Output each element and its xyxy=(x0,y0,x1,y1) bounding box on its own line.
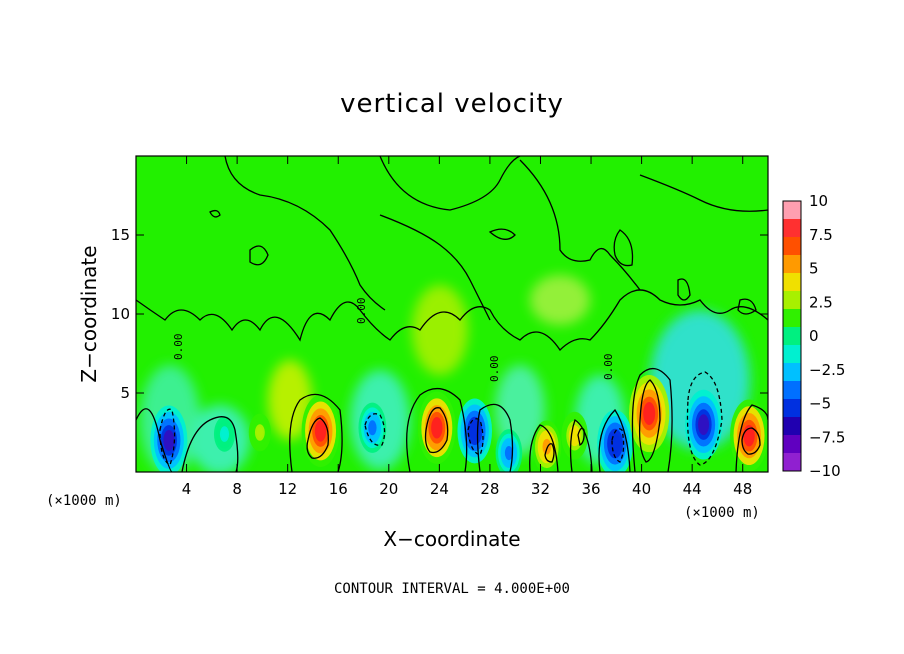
chart-title: vertical velocity xyxy=(340,89,564,119)
x-tick-label: 24 xyxy=(430,480,449,498)
contour-lines xyxy=(136,156,768,472)
velocity-cell xyxy=(685,389,723,460)
colorbar-label: −10 xyxy=(809,462,841,480)
colorbar-label: 7.5 xyxy=(809,226,833,244)
x-axis-ticks: 4 8 12 16 20 24 28 32 36 40 44 48 xyxy=(182,156,752,498)
colorbar-swatch xyxy=(783,363,801,382)
colorbar-label: −7.5 xyxy=(809,428,845,446)
x-tick-label: 28 xyxy=(480,480,499,498)
colorbar-swatch xyxy=(783,201,801,220)
colorbar-swatch xyxy=(783,435,801,454)
x-tick-label: 12 xyxy=(278,480,297,498)
colorbar-swatch xyxy=(783,381,801,400)
x-tick-label: 20 xyxy=(379,480,398,498)
colorbar-swatch xyxy=(783,345,801,364)
x-tick-label: 44 xyxy=(683,480,702,498)
velocity-cell xyxy=(628,374,670,453)
contour-interval-note: CONTOUR INTERVAL = 4.000E+00 xyxy=(334,581,570,597)
y-axis-ticks: 5 10 15 xyxy=(111,226,768,402)
contour-label: 0.00 xyxy=(355,298,368,325)
x-tick-label: 16 xyxy=(329,480,348,498)
y-axis-label: Z−coordinate xyxy=(77,245,101,382)
velocity-cell xyxy=(495,429,523,472)
contour-label: 0.00 xyxy=(172,334,185,361)
velocity-cell xyxy=(301,394,340,468)
velocity-cell xyxy=(213,416,235,452)
colorbar-swatch xyxy=(783,255,801,274)
x-tick-label: 48 xyxy=(733,480,752,498)
velocity-cell xyxy=(358,402,387,453)
colorbar-swatch xyxy=(783,291,801,310)
colorbar-label: 2.5 xyxy=(809,293,833,311)
plot-area: 0.00 0.00 0.00 0.00 xyxy=(136,156,768,472)
x-tick-label: 4 xyxy=(182,480,192,498)
y-tick-label: 10 xyxy=(111,305,130,323)
colorbar-label: 5 xyxy=(809,260,819,278)
colorbar-swatch xyxy=(783,417,801,436)
x-tick-label: 36 xyxy=(581,480,600,498)
contour-labels: 0.00 0.00 0.00 0.00 xyxy=(172,298,615,383)
velocity-cell xyxy=(417,391,456,464)
x-tick-label: 32 xyxy=(531,480,550,498)
colorbar-swatch xyxy=(783,453,801,472)
x-unit-label-right: (×1000 m) xyxy=(684,505,760,521)
contour-label: 0.00 xyxy=(602,354,615,381)
y-tick-label: 5 xyxy=(120,384,130,402)
colorbar-swatch xyxy=(783,273,801,292)
colorbar-swatch xyxy=(783,219,801,238)
colorbar-label: −5 xyxy=(809,395,831,413)
colorbar-swatch xyxy=(783,237,801,256)
colorbar-swatch xyxy=(783,309,801,328)
x-unit-label-left: (×1000 m) xyxy=(46,493,122,509)
x-tick-label: 40 xyxy=(632,480,651,498)
colorbar: 10 7.5 5 2.5 0 −2.5 −5 −7.5 −10 xyxy=(782,192,845,480)
colorbar-swatch xyxy=(783,327,801,346)
colorbar-swatch xyxy=(783,399,801,418)
velocity-cells xyxy=(150,374,768,472)
colorbar-label: −2.5 xyxy=(809,361,845,379)
colorbar-frame xyxy=(782,200,802,472)
y-tick-label: 15 xyxy=(111,226,130,244)
colorbar-label: 10 xyxy=(809,192,828,210)
velocity-cell xyxy=(457,398,493,464)
colorbar-label: 0 xyxy=(809,327,819,345)
x-axis-label: X−coordinate xyxy=(383,527,520,551)
velocity-cell xyxy=(248,413,271,452)
x-tick-label: 8 xyxy=(232,480,242,498)
contour-label: 0.00 xyxy=(488,356,501,383)
